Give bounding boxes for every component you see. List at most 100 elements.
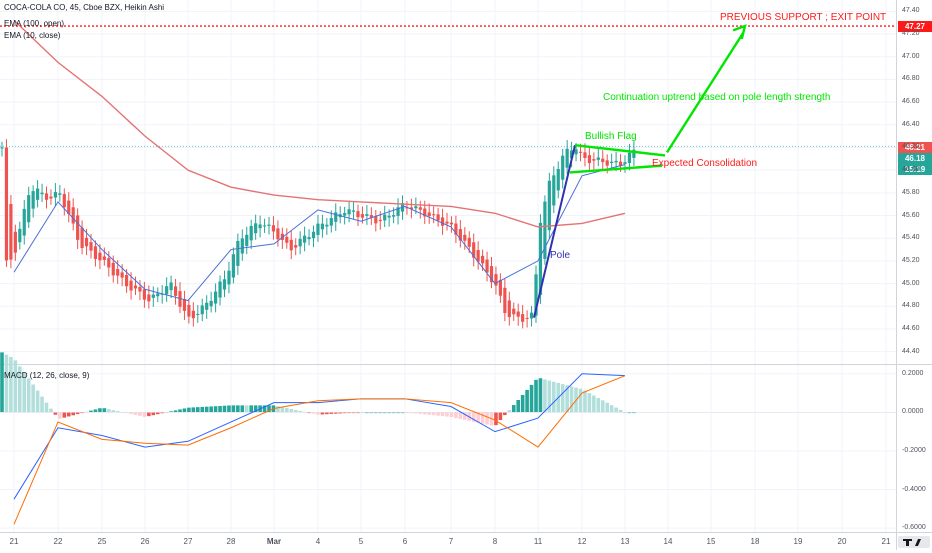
- macd-histogram-bar: [440, 412, 445, 417]
- candle-body: [543, 201, 547, 259]
- candle-body: [67, 200, 71, 214]
- macd-histogram-bar: [75, 412, 80, 415]
- legend-ema10[interactable]: EMA (10, close): [4, 31, 61, 40]
- candle-body: [623, 162, 627, 164]
- candle-body: [258, 224, 262, 229]
- candle-body: [521, 314, 525, 322]
- macd-histogram-bar: [222, 405, 227, 413]
- candle-body: [583, 152, 587, 159]
- candle-body: [570, 150, 574, 159]
- candle-body: [347, 209, 351, 215]
- legend-macd[interactable]: MACD (12, 26, close, 9): [4, 371, 90, 380]
- time-tick-label: 27: [183, 537, 193, 546]
- macd-histogram-bar: [543, 379, 547, 413]
- candle-body: [147, 294, 151, 302]
- candle-body: [156, 293, 160, 297]
- candle-body: [458, 229, 462, 241]
- macd-histogram-bar: [320, 412, 325, 415]
- candle-body: [125, 274, 129, 287]
- macd-histogram-bar: [155, 412, 160, 415]
- macd-histogram-bar: [360, 412, 365, 414]
- price-tick-label: 45.80: [902, 188, 920, 196]
- candle-body: [80, 227, 84, 248]
- macd-histogram-bar: [31, 384, 35, 413]
- macd-histogram-bar: [276, 406, 280, 413]
- candle-body: [311, 231, 316, 239]
- time-tick-label: 19: [793, 537, 803, 546]
- candle-body: [107, 258, 111, 268]
- candle-body: [498, 279, 502, 296]
- macd-histogram-bar: [374, 412, 378, 414]
- candle-body: [489, 266, 494, 283]
- macd-histogram-bar: [623, 412, 627, 414]
- candle-body: [289, 239, 293, 251]
- candle-body: [316, 223, 320, 235]
- macd-histogram-bar: [618, 409, 623, 413]
- macd-histogram-bar: [253, 405, 258, 413]
- price-tick-label: 45.00: [902, 279, 920, 287]
- macd-histogram-bar: [351, 412, 356, 414]
- macd-histogram-bar: [133, 412, 138, 415]
- candle-body: [423, 208, 427, 217]
- macd-histogram-bar: [431, 412, 436, 416]
- macd-histogram-bar: [169, 411, 173, 413]
- macd-histogram-bar: [204, 406, 209, 413]
- macd-histogram-bar: [209, 406, 213, 413]
- macd-histogram-bar: [391, 412, 396, 414]
- candle-body: [53, 192, 57, 198]
- macd-histogram-bar: [289, 409, 294, 413]
- candle-body: [334, 212, 338, 222]
- macd-histogram-bar: [627, 412, 632, 414]
- macd-histogram-bar: [480, 412, 485, 424]
- candle-body: [472, 242, 476, 258]
- macd-histogram-bar: [107, 409, 111, 413]
- candle-body: [93, 246, 98, 259]
- macd-histogram-bar: [151, 412, 156, 416]
- macd-histogram-bar: [213, 406, 218, 413]
- macd-histogram-bar: [538, 378, 543, 413]
- macd-histogram-bar: [218, 405, 222, 413]
- candle-body: [307, 237, 311, 240]
- macd-histogram-bar: [111, 410, 116, 413]
- legend-ema100[interactable]: EMA (100, open): [4, 19, 65, 28]
- macd-histogram-bar: [53, 412, 58, 415]
- macd-histogram-bar: [552, 381, 556, 413]
- candle-body: [262, 225, 267, 227]
- time-tick-label: 7: [448, 537, 454, 546]
- macd-histogram-bar: [244, 405, 249, 413]
- candle-body: [36, 188, 40, 200]
- candle-body: [182, 298, 187, 311]
- candle-body: [169, 282, 173, 291]
- macd-histogram-bar: [583, 390, 587, 413]
- candle-body: [627, 152, 632, 163]
- exit-point-annotation: PREVIOUS SUPPORT ; EXIT POINT: [720, 12, 887, 23]
- macd-histogram-bar: [547, 380, 552, 413]
- macd-histogram-bar: [338, 412, 342, 414]
- candle-body: [205, 302, 209, 310]
- candle-body: [27, 195, 31, 223]
- candle-body: [84, 237, 89, 247]
- macd-histogram-bar: [414, 412, 418, 414]
- candle-body: [71, 207, 75, 224]
- price-tick-label: 46.00: [902, 166, 920, 174]
- candle-body: [392, 215, 396, 217]
- candle-body: [494, 274, 498, 286]
- candle-body: [360, 214, 365, 218]
- time-tick-label: 26: [140, 537, 150, 546]
- candle-body: [49, 196, 53, 199]
- macd-histogram-bar: [632, 412, 636, 414]
- candle-body: [44, 193, 49, 200]
- chart-title[interactable]: COCA-COLA CO, 45, Cboe BZX, Heikin Ashi: [4, 3, 165, 12]
- candle-body: [236, 241, 240, 266]
- macd-histogram-bar: [445, 412, 449, 417]
- candle-body: [200, 305, 204, 315]
- macd-histogram-bar: [592, 395, 596, 413]
- candle-body: [267, 224, 271, 226]
- candle-body: [467, 237, 471, 247]
- candle-body: [463, 234, 467, 241]
- time-tick-label: 12: [577, 537, 587, 546]
- candle-body: [285, 236, 289, 243]
- macd-histogram-bar: [129, 412, 133, 414]
